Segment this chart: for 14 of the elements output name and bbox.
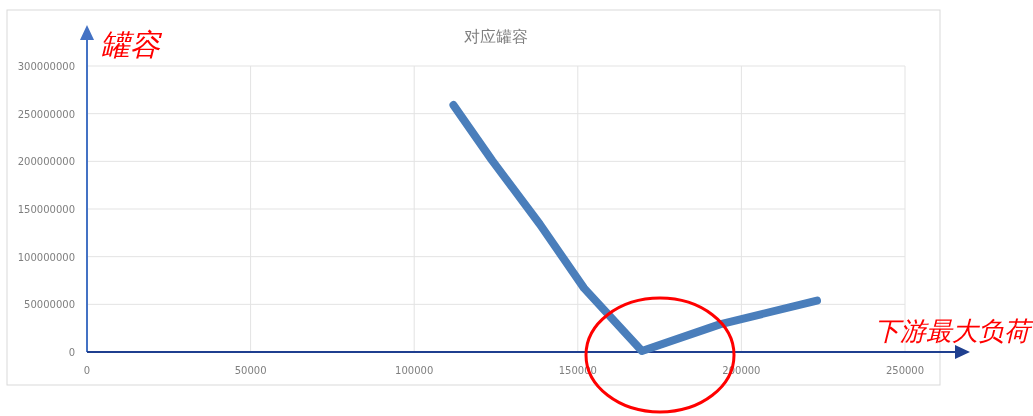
y-tick-label: 300000000: [17, 61, 75, 72]
y-tick-label: 150000000: [17, 204, 75, 215]
x-axis-title: 下游最大负荷: [874, 316, 1033, 346]
x-tick-label: 250000: [885, 365, 925, 376]
y-axis-title: 罐容: [100, 27, 163, 62]
y-tick-label: 100000000: [17, 251, 75, 263]
y-tick-label: 0: [68, 347, 75, 358]
x-tick-label: 100000: [395, 365, 434, 376]
x-tick-label: 50000: [234, 365, 267, 376]
y-tick-label: 50000000: [24, 299, 75, 311]
y-tick-label: 250000000: [17, 108, 75, 120]
chart-title: 对应罐容: [464, 27, 528, 46]
x-tick-label: 0: [83, 365, 91, 376]
y-tick-label: 200000000: [17, 156, 75, 168]
